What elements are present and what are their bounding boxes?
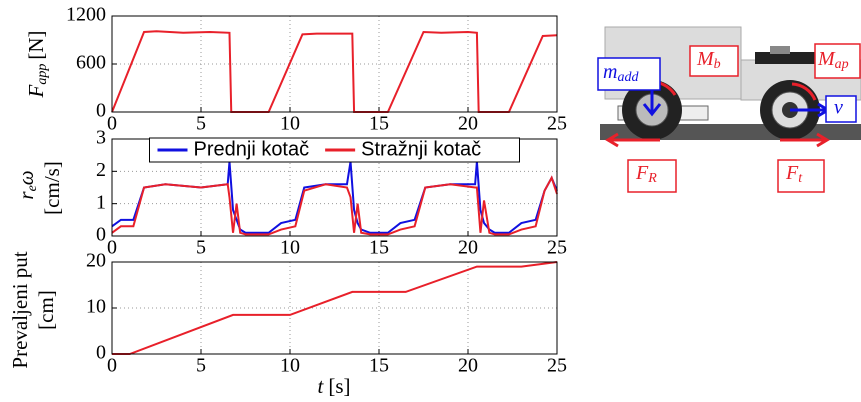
vehicle-grille (755, 52, 815, 64)
y-label: Fapp [N] (24, 31, 50, 99)
x-tick-label: 10 (280, 355, 300, 377)
legend-label: Stražnji kotač (361, 138, 481, 160)
arrow-ft (780, 132, 830, 148)
label-box (777, 159, 825, 193)
arrow-madd (642, 88, 662, 117)
x-tick-label: 15 (369, 355, 389, 377)
x-tick-label: 5 (196, 355, 206, 377)
x-tick-label: 5 (196, 237, 206, 259)
label-box (597, 57, 661, 91)
vehicle-part (770, 46, 790, 54)
label-v: v (834, 97, 843, 119)
x-tick-label: 0 (107, 237, 117, 259)
x-label-symbol: t (317, 374, 324, 398)
x-label-unit: [s] (328, 374, 350, 398)
x-tick-label: 15 (369, 237, 389, 259)
y-label-unit: [cm/s] (40, 161, 64, 215)
x-tick-label: 20 (458, 237, 478, 259)
x-tick-label: 5 (196, 113, 206, 135)
label-box (627, 159, 677, 193)
y-label: Prevaljeni put (8, 251, 32, 368)
y-label-symbol: F (24, 84, 48, 98)
label-madd: madd (603, 61, 639, 86)
y-label-symbol: ω (14, 170, 38, 185)
x-tick-label: 25 (547, 237, 567, 259)
plot-frame (111, 15, 558, 113)
data-line (112, 261, 558, 355)
label-subscript: t (798, 171, 803, 186)
y-label-unit: [cm] (34, 290, 58, 330)
label-symbol: m (603, 61, 617, 83)
label-map: Map (817, 48, 849, 73)
x-tick-label: 0 (107, 355, 117, 377)
label-subscript: add (617, 70, 639, 85)
label-box (814, 43, 861, 79)
label-symbol: M (696, 48, 715, 70)
plot-frame (111, 261, 558, 355)
y-label-subscript: e (25, 185, 40, 191)
x-tick-label: 15 (369, 113, 389, 135)
data-line (111, 30, 558, 113)
y-tick-label: 1 (96, 191, 106, 213)
label-symbol: F (635, 162, 649, 184)
y-tick-label: 2 (96, 159, 106, 181)
y-tick-label: 0 (96, 342, 106, 364)
x-tick-label: 25 (547, 355, 567, 377)
label-box (689, 45, 739, 77)
x-tick-label: 20 (458, 355, 478, 377)
y-label-unit: [N] (24, 31, 48, 60)
legend-label: Prednji kotač (194, 138, 310, 160)
label-subscript: R (647, 171, 657, 186)
x-tick-label: 10 (280, 237, 300, 259)
x-tick-label: 10 (280, 113, 300, 135)
y-tick-label: 3 (96, 127, 106, 149)
x-label: t [s] (317, 374, 350, 398)
label-ft: Ft (785, 162, 803, 187)
x-tick-label: 20 (458, 113, 478, 135)
label-subscript: b (714, 57, 721, 72)
label-box (825, 95, 857, 123)
label-symbol: F (785, 162, 799, 184)
label-fr: FR (635, 162, 657, 187)
y-tick-label: 1200 (66, 4, 106, 26)
y-tick-label: 0 (96, 224, 106, 246)
y-label: reω (14, 170, 40, 199)
y-label-symbol: r (14, 191, 38, 200)
vehicle-diagram: madd Mb Map v FR Ft (597, 26, 861, 193)
arrow-fr (605, 132, 660, 148)
y-tick-label: 20 (86, 250, 106, 272)
y-tick-label: 10 (86, 296, 106, 318)
data-line (111, 161, 558, 234)
y-tick-label: 0 (96, 100, 106, 122)
arrow-map (791, 82, 817, 101)
y-tick-label: 600 (76, 52, 106, 74)
y-label-subscript: app (35, 64, 50, 85)
label-symbol: M (817, 48, 836, 70)
label-subscript: ap (835, 57, 849, 72)
data-line (111, 175, 558, 236)
x-tick-label: 0 (107, 113, 117, 135)
label-mb: Mb (696, 48, 721, 73)
x-tick-label: 25 (547, 113, 567, 135)
